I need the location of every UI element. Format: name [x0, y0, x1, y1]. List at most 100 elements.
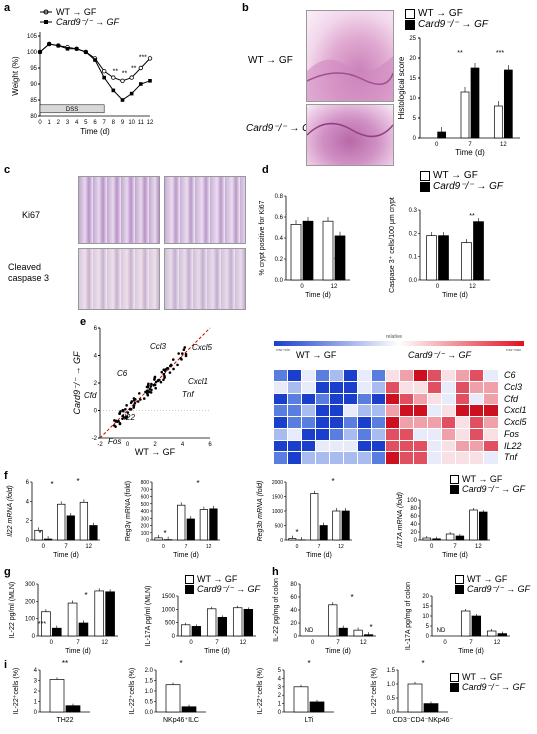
heatmap: relative row min row max WT → GF Card9⁻/…: [273, 334, 536, 466]
heatmap-cell: [455, 404, 471, 418]
x-axis-label: Time (d): [204, 648, 230, 655]
bar: [78, 622, 89, 637]
data-point: [168, 364, 172, 368]
heatmap-cell: [427, 369, 443, 383]
y-tick-label: 0.2: [275, 257, 284, 263]
y-tick-label: 80: [30, 114, 37, 120]
legend-swatch-card9: [450, 485, 459, 494]
y-tick-label: 0: [280, 538, 283, 544]
legend-item-card9: Card9⁻/⁻ → GF: [450, 484, 525, 495]
y-tick-label: 600: [141, 495, 150, 501]
significance-star: *: [50, 480, 53, 489]
data-point: [147, 382, 150, 386]
panel-label-a: a: [4, 2, 11, 14]
heatmap-cell: [287, 416, 303, 430]
data-point: [119, 410, 122, 413]
y-tick-label: 105: [27, 34, 38, 40]
heatmap-cell: [427, 451, 443, 465]
y-tick-label: 2.0: [145, 668, 154, 674]
bar: [460, 610, 471, 637]
heatmap-cell: [287, 427, 303, 442]
bar: [165, 684, 181, 713]
heatmap-cell: [413, 439, 429, 454]
y-tick-label: 0.4: [275, 236, 284, 242]
heatmap-cell: [301, 427, 317, 442]
heatmap-cell: [371, 369, 387, 383]
data-point: [160, 370, 164, 374]
x-tick-label: 12: [85, 544, 92, 550]
heatmap-cell: [287, 380, 303, 395]
bar: [232, 607, 243, 637]
heatmap-cell: [455, 369, 471, 383]
heatmap-cell: [343, 369, 359, 383]
bar: [469, 509, 478, 541]
y-tick-label: 0: [94, 409, 98, 415]
bar: [186, 518, 195, 541]
x-axis-label: Time (d): [455, 148, 485, 157]
x-tick-label: 12: [240, 640, 247, 646]
heatmap-cell: [301, 451, 317, 465]
x-axis-label: Time (d): [306, 552, 332, 559]
data-point: [120, 78, 125, 83]
y-axis-label: Il22 mRNA (fold): [7, 485, 14, 536]
heatmap-cell: [371, 427, 387, 442]
data-point: [159, 380, 163, 384]
bar: [432, 538, 441, 541]
legend-swatch-card9: [450, 683, 459, 692]
x-tick-label: 5: [84, 120, 88, 126]
heatmap-cell: [385, 439, 401, 454]
legend-item-wt: WT → GF: [185, 574, 260, 584]
data-point: [93, 58, 97, 62]
data-point: [156, 378, 160, 382]
legend-item-wt: WT → GF: [420, 170, 503, 181]
data-point: [65, 47, 70, 51]
legend-item-card9: Card9⁻/⁻ → GF: [420, 181, 503, 192]
y-tick-label: 5: [413, 116, 417, 122]
y-tick-label: 40: [410, 522, 417, 528]
y-tick-label: 1.5: [387, 668, 396, 674]
x-tick-label: 4: [75, 120, 79, 126]
y-tick-label: 85: [30, 98, 37, 104]
y-tick-label: 60: [410, 514, 417, 520]
bar: [177, 504, 186, 541]
legend-label-wt: WT → GF: [197, 574, 238, 584]
data-point: [124, 416, 128, 420]
data-point: [120, 98, 125, 102]
y-tick-label: 40: [290, 608, 297, 614]
heatmap-cell: [329, 451, 345, 465]
x-axis-label: Time (d): [442, 552, 468, 559]
x-tick-label: -2: [97, 442, 103, 448]
heatmap-cell: [455, 439, 471, 454]
y-tick-label: 4: [94, 354, 98, 360]
y-tick-label: 5: [426, 624, 430, 630]
y-tick-label: 25: [409, 36, 416, 42]
heatmap-cell: [301, 439, 317, 454]
legend-swatch-wt: [450, 672, 459, 682]
legend-item-card9: Card9⁻/⁻ → GF: [185, 584, 260, 595]
bar: [470, 67, 480, 139]
heatmap-cell: [315, 369, 331, 383]
y-tick-label: 1000: [162, 607, 176, 613]
significance-star: ***: [334, 257, 342, 264]
histology-image-card9: [306, 104, 394, 166]
y-tick-label: 1000: [272, 509, 283, 515]
y-tick-label: 0.3: [409, 208, 418, 214]
y-axis-label: Il17A mRNA (fold): [397, 492, 404, 548]
legend-swatch-wt: [420, 170, 430, 181]
bar: [341, 510, 350, 541]
y-tick-label: 0.0: [275, 278, 284, 284]
gene-label: C6: [117, 369, 128, 378]
heatmap-cell: [329, 392, 345, 407]
x-tick-label: 6: [208, 442, 212, 448]
y-tick-label: 0.0: [387, 710, 396, 716]
bar: [57, 503, 66, 541]
y-tick-label: 100: [407, 498, 418, 504]
x-tick-label: 3: [66, 120, 70, 126]
y-tick-label: 300: [25, 582, 36, 588]
nd-label: ND: [305, 628, 314, 634]
dss-label: DSS: [66, 107, 78, 113]
heatmap-cell: [413, 380, 429, 395]
heatmap-cell: [343, 451, 359, 465]
legend-item-card9: Card9⁻/⁻ → GF: [455, 584, 530, 595]
heatmap-cell: [469, 427, 485, 442]
